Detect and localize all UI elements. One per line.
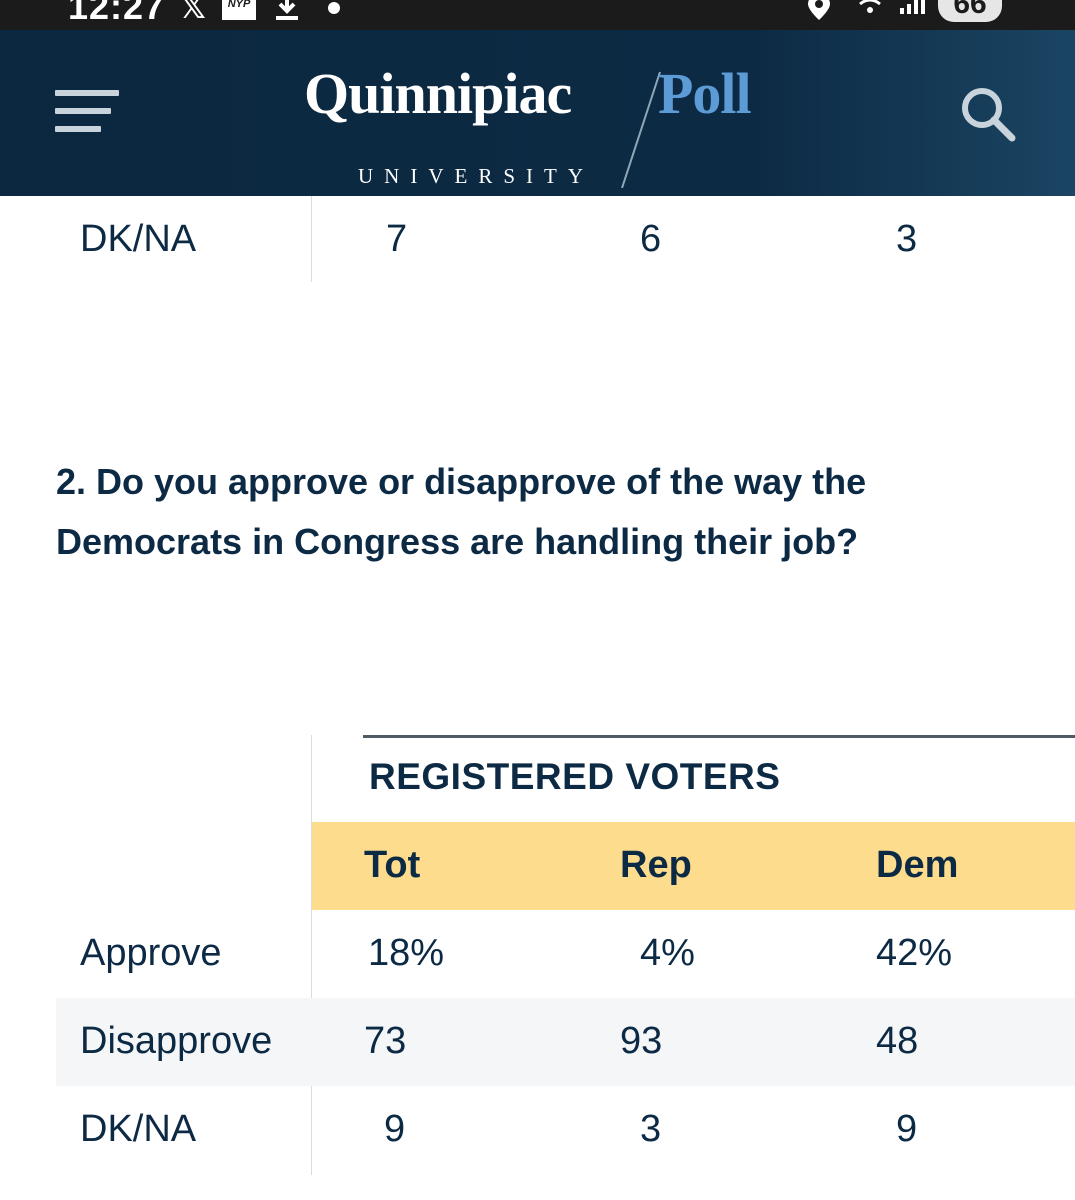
column-dem: Dem	[876, 844, 959, 886]
status-time: 12:27	[68, 0, 166, 27]
wifi-icon	[859, 0, 881, 13]
status-bar: 12:27 𝕏 NYP 66	[0, 0, 1075, 30]
x-app-icon: 𝕏	[180, 0, 206, 25]
cell-dem: 9	[896, 1108, 918, 1150]
cell-rep: 4%	[640, 932, 695, 974]
nyp-app-icon: NYP	[222, 0, 256, 20]
row-label: DK/NA	[80, 218, 197, 260]
row-label: Approve	[80, 932, 222, 974]
cell-tot: 18%	[368, 932, 445, 974]
cell-dem: 3	[896, 218, 918, 260]
cell-rep: 6	[640, 218, 662, 260]
cell-tot: 9	[384, 1108, 406, 1150]
signal-icon	[900, 0, 925, 14]
column-rep: Rep	[620, 844, 692, 886]
cell-tot: 73	[364, 1020, 407, 1062]
table-divider	[311, 196, 312, 282]
hamburger-menu-icon[interactable]	[55, 90, 119, 134]
search-icon[interactable]	[960, 86, 1016, 142]
table-row: Disapprove 73 93 48	[56, 998, 1075, 1086]
quinnipiac-poll-logo[interactable]: Quinnipiac UNIVERSITY Poll	[300, 60, 780, 190]
table-group-title: REGISTERED VOTERS	[369, 756, 781, 797]
logo-university-text: UNIVERSITY	[358, 164, 594, 188]
table-column-header: Tot Rep Dem	[312, 822, 1075, 910]
table-row: DK/NA 9 3 9	[56, 1086, 1075, 1174]
column-tot: Tot	[364, 844, 421, 886]
table-row: Approve 18% 4% 42%	[56, 910, 1075, 998]
logo-poll-text: Poll	[658, 61, 752, 126]
table-row: DK/NA 7 6 3	[56, 196, 1075, 284]
logo-slash-icon	[621, 71, 661, 188]
logo-quinnipiac-text: Quinnipiac	[304, 61, 572, 126]
table-divider	[311, 735, 312, 1175]
row-label: Disapprove	[80, 1020, 273, 1062]
group-rule	[363, 735, 1075, 738]
cell-dem: 48	[876, 1020, 919, 1062]
battery-indicator: 66	[938, 0, 1002, 22]
cell-dem: 42%	[876, 932, 953, 974]
download-icon	[276, 0, 298, 20]
question-heading: 2. Do you approve or disapprove of the w…	[56, 461, 867, 562]
cell-rep: 3	[640, 1108, 662, 1150]
row-label: DK/NA	[80, 1108, 197, 1150]
cell-rep: 93	[620, 1020, 663, 1062]
notification-dot-icon	[328, 2, 340, 14]
cell-tot: 7	[386, 218, 408, 260]
location-icon	[808, 0, 830, 20]
site-header: Quinnipiac UNIVERSITY Poll	[0, 30, 1075, 196]
